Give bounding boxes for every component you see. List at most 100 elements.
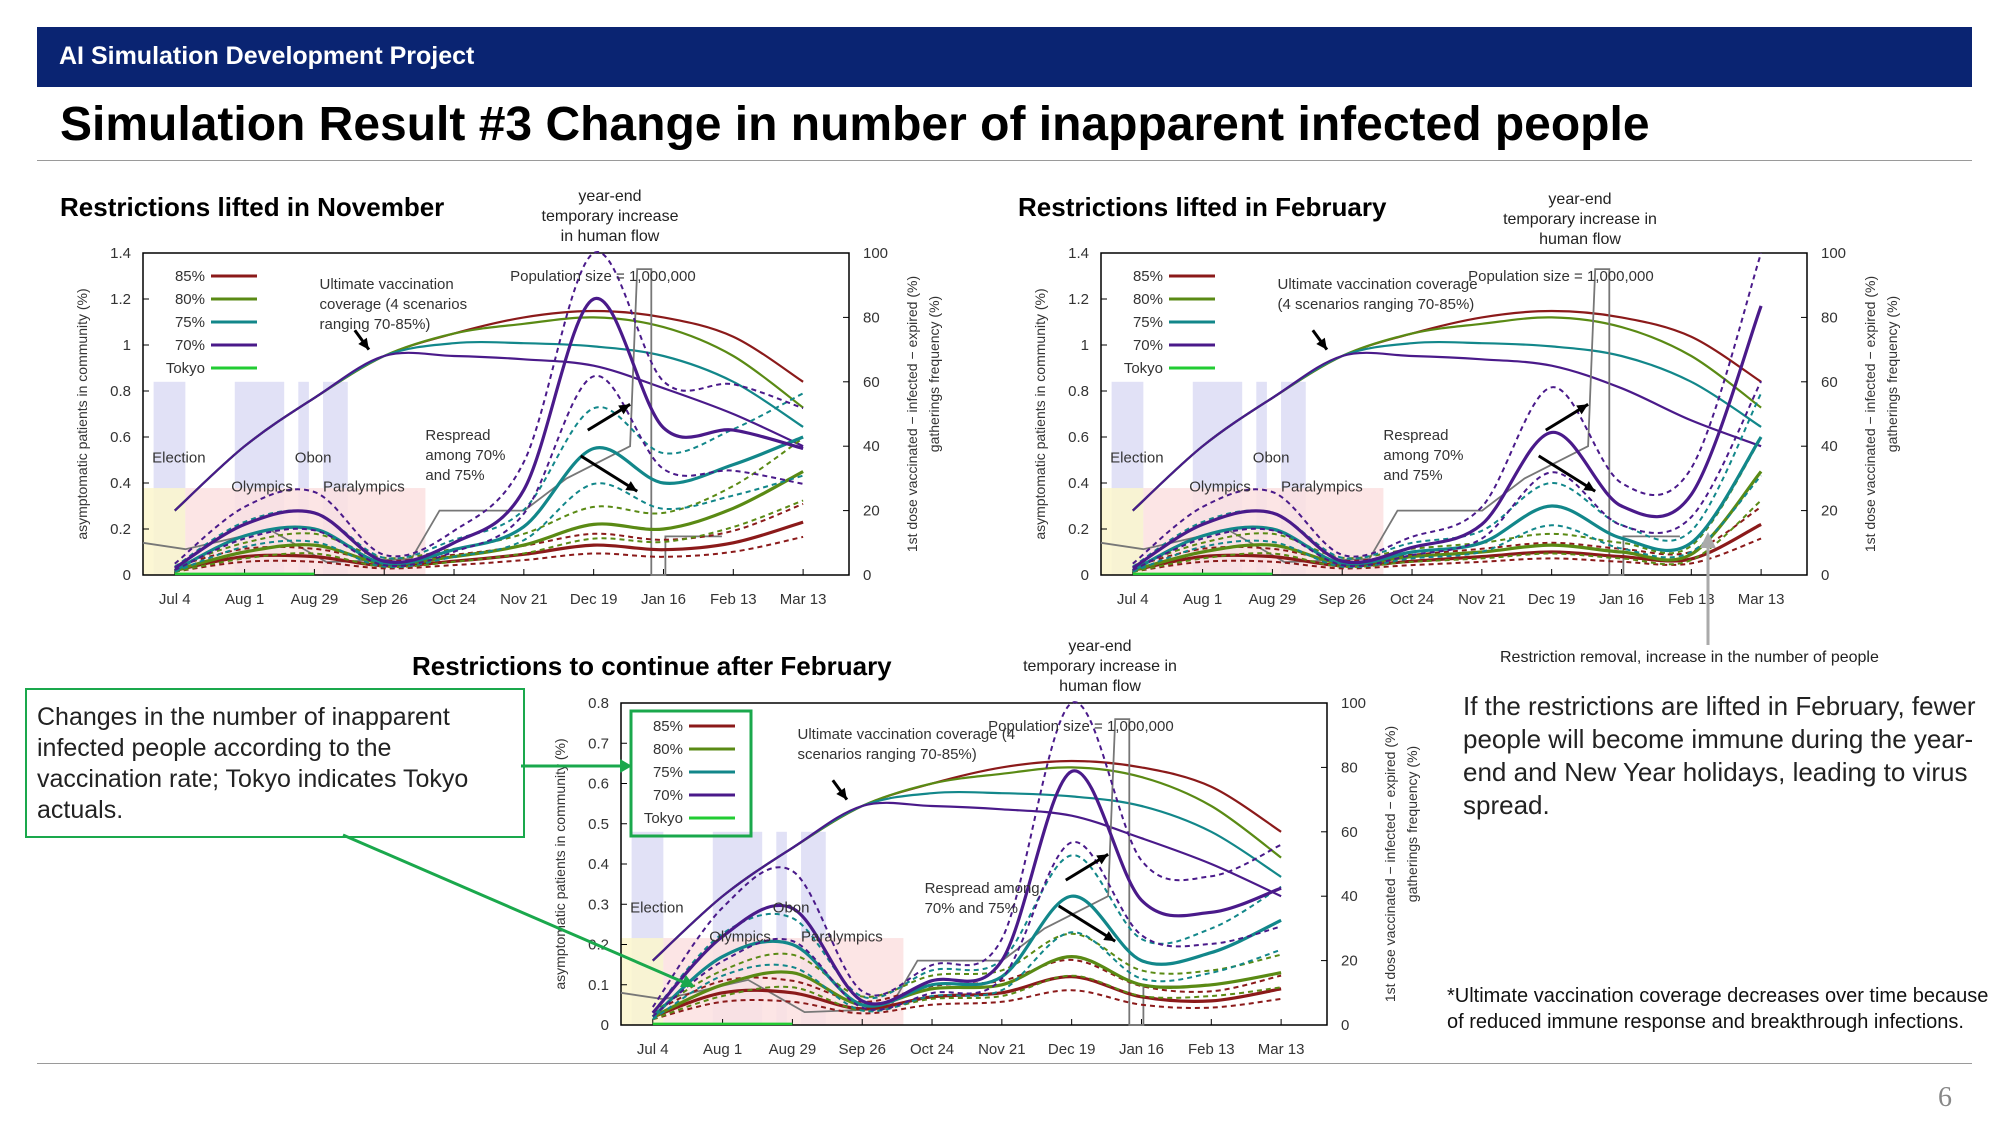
y2-tick-label-0: 0 xyxy=(1821,567,1829,584)
obon-band xyxy=(776,831,787,1025)
chart-february: 0 0.2 0.4 0.6 0.8 1 1.2 1.4 0 20 40 60 80 100 Jul 4 Aug… xyxy=(1032,245,1900,608)
paralympics-label: Paralympics xyxy=(801,928,883,945)
vaccination-coverage-annotation-line-2: scenarios ranging 70-85%) xyxy=(798,746,977,763)
legend-label-1: 80% xyxy=(653,741,683,758)
x-tick-label-4: Oct 24 xyxy=(432,591,476,608)
y-axis-title: asymptomatic patients in community (%) xyxy=(74,288,90,539)
y-tick-label-2: 0.4 xyxy=(1068,475,1089,492)
series-lower-band-70 xyxy=(1132,380,1762,571)
respread-arrow-70-head xyxy=(618,404,631,415)
y-axis-title: asymptomatic patients in community (%) xyxy=(1032,288,1048,539)
vaccination-coverage-annotation-line-1: Ultimate vaccination coverage xyxy=(1278,276,1478,293)
y-tick-label-4: 0.4 xyxy=(588,856,609,873)
x-tick-label-8: Feb 13 xyxy=(1668,591,1715,608)
x-tick-label-0: Jul 4 xyxy=(637,1041,669,1058)
series-upper-band-70 xyxy=(651,701,1282,1008)
x-tick-label-2: Aug 29 xyxy=(1249,591,1297,608)
header-banner: AI Simulation Development Project xyxy=(37,27,1972,87)
respread-annotation-line-1: Respread among xyxy=(925,880,1040,897)
restriction-removal-note: Restriction removal, increase in the num… xyxy=(1500,649,1879,666)
y-tick-label-5: 1 xyxy=(123,337,131,354)
y-tick-label-4: 0.8 xyxy=(110,383,131,400)
legend-label-2: 75% xyxy=(653,764,683,781)
y-tick-label-5: 1 xyxy=(1081,337,1089,354)
series-lower-band-80 xyxy=(652,974,1282,1021)
respread-arrow-75 xyxy=(1537,454,1596,493)
coverage-curve-70 xyxy=(1132,351,1762,512)
x-tick-label-4: Oct 24 xyxy=(1390,591,1434,608)
series-line-70 xyxy=(651,769,1282,1014)
y-tick-label-0: 0 xyxy=(601,1017,609,1034)
vaccination-coverage-annotation-line-2: (4 scenarios ranging 70-85%) xyxy=(1278,296,1475,313)
y-tick-label-3: 0.6 xyxy=(1068,429,1089,446)
series-upper-band-80 xyxy=(652,932,1282,1014)
x-tick-label-5: Nov 21 xyxy=(1458,591,1506,608)
y2-tick-label-2: 40 xyxy=(1821,438,1838,455)
legend-label-4: Tokyo xyxy=(644,810,683,827)
respread-arrow-75-head xyxy=(625,481,638,492)
y2-tick-label-5: 100 xyxy=(1341,695,1366,712)
y2-tick-label-3: 60 xyxy=(1821,374,1838,391)
olympics-label: Olympics xyxy=(709,928,771,945)
x-tick-label-9: Mar 13 xyxy=(780,591,827,608)
series-lower-band-75 xyxy=(652,931,1282,1021)
x-tick-label-1: Aug 1 xyxy=(225,591,264,608)
y2-tick-label-1: 20 xyxy=(863,503,880,520)
series-upper-band-75 xyxy=(652,854,1282,1013)
x-tick-label-2: Aug 29 xyxy=(291,591,339,608)
respread-arrow-75-head xyxy=(1103,931,1116,942)
x-tick-label-0: Jul 4 xyxy=(1117,591,1149,608)
series-lower-band-75 xyxy=(1132,474,1762,573)
respread-arrow-75 xyxy=(579,454,638,493)
legend-label-2: 75% xyxy=(175,314,205,331)
restriction-removal-arrowhead xyxy=(1700,532,1716,548)
y-tick-label-2: 0.4 xyxy=(110,475,131,492)
x-tick-label-8: Feb 13 xyxy=(1188,1041,1235,1058)
respread-annotation-line-1: Respread xyxy=(1383,427,1448,444)
legend-label-4: Tokyo xyxy=(1124,360,1163,377)
y2-tick-label-0: 0 xyxy=(863,567,871,584)
y-tick-label-6: 0.6 xyxy=(588,776,609,793)
y2-tick-label-0: 0 xyxy=(1341,1017,1349,1034)
y2-tick-label-2: 40 xyxy=(1341,888,1358,905)
legend-label-2: 75% xyxy=(1133,314,1163,331)
population-annotation: Population size = 1,000,000 xyxy=(988,718,1174,735)
series-line-75 xyxy=(1132,436,1763,572)
x-tick-label-1: Aug 1 xyxy=(703,1041,742,1058)
respread-annotation-line-3: and 75% xyxy=(1383,467,1442,484)
chart-continue: 00.10.20.30.40.50.60.70.8020406080100Jul… xyxy=(552,695,1420,1058)
legend-explanation-text: Changes in the number of inapparent infe… xyxy=(37,703,469,824)
y-tick-label-3: 0.3 xyxy=(588,896,609,913)
y2-tick-label-3: 60 xyxy=(863,374,880,391)
x-tick-label-7: Jan 16 xyxy=(1119,1041,1164,1058)
yellow-period-band xyxy=(143,488,186,575)
x-tick-label-5: Nov 21 xyxy=(500,591,548,608)
y-tick-label-8: 0.8 xyxy=(588,695,609,712)
year-end-annotation-continue: year-end temporary increase in human flo… xyxy=(1023,638,1177,695)
x-tick-label-0: Jul 4 xyxy=(159,591,191,608)
respread-arrow-75-head xyxy=(1583,481,1596,492)
series-upper-band-70 xyxy=(1132,252,1763,565)
y2-tick-label-4: 80 xyxy=(1341,759,1358,776)
series-lower-band-85 xyxy=(1132,537,1762,573)
y2-tick-label-2: 40 xyxy=(863,438,880,455)
population-annotation: Population size = 1,000,000 xyxy=(1468,268,1654,285)
y2-axis-title-1: 1st dose vaccinated − infected − expired… xyxy=(1862,276,1878,552)
paralympics-label: Paralympics xyxy=(323,478,405,495)
series-lower-band-70 xyxy=(174,375,804,571)
x-tick-label-6: Dec 19 xyxy=(1528,591,1576,608)
y-tick-label-6: 1.2 xyxy=(110,291,131,308)
coverage-arrow-head xyxy=(1316,337,1327,350)
obon-label: Obon xyxy=(1253,449,1290,466)
x-tick-label-6: Dec 19 xyxy=(1048,1041,1096,1058)
chart-heading-november: Restrictions lifted in November xyxy=(60,192,445,222)
coverage-arrow-head xyxy=(358,337,369,350)
plot-frame xyxy=(142,252,850,576)
y-tick-label-3: 0.6 xyxy=(110,429,131,446)
legend-label-0: 85% xyxy=(175,268,205,285)
project-name: AI Simulation Development Project xyxy=(59,42,475,70)
paralympics-label: Paralympics xyxy=(1281,478,1363,495)
y2-tick-label-5: 100 xyxy=(863,245,888,262)
legend-label-0: 85% xyxy=(1133,268,1163,285)
